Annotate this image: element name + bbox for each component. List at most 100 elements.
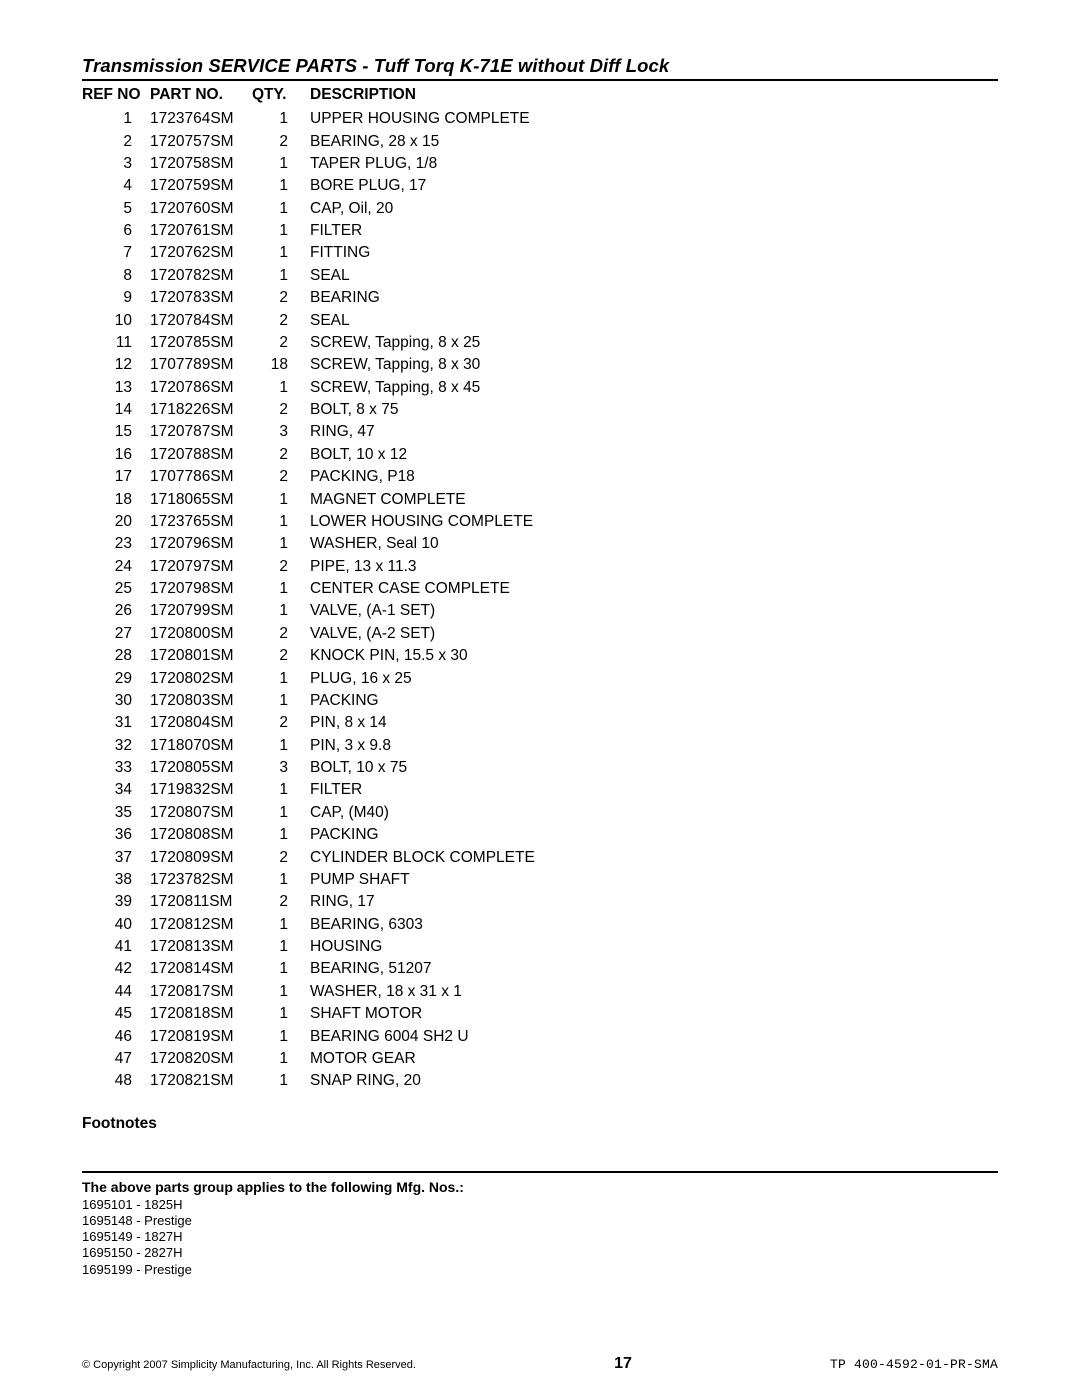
cell-ref: 13 [82, 377, 150, 399]
table-row: 421720814SM1BEARING, 51207 [82, 958, 998, 980]
cell-part: 1720801SM [150, 645, 252, 667]
cell-desc: BEARING, 6303 [310, 914, 998, 936]
cell-ref: 32 [82, 735, 150, 757]
cell-qty: 2 [252, 623, 310, 645]
cell-qty: 1 [252, 981, 310, 1003]
cell-ref: 7 [82, 242, 150, 264]
cell-qty: 2 [252, 287, 310, 309]
cell-qty: 1 [252, 377, 310, 399]
mfg-number-item: 1695150 - 2827H [82, 1245, 998, 1261]
cell-part: 1720785SM [150, 332, 252, 354]
cell-ref: 11 [82, 332, 150, 354]
cell-ref: 36 [82, 824, 150, 846]
cell-part: 1720760SM [150, 198, 252, 220]
cell-part: 1720805SM [150, 757, 252, 779]
cell-desc: PLUG, 16 x 25 [310, 667, 998, 689]
cell-qty: 1 [252, 108, 310, 130]
cell-ref: 39 [82, 891, 150, 913]
cell-desc: WASHER, Seal 10 [310, 533, 998, 555]
table-row: 281720801SM2KNOCK PIN, 15.5 x 30 [82, 645, 998, 667]
cell-ref: 16 [82, 444, 150, 466]
page-number: 17 [614, 1355, 632, 1373]
cell-qty: 2 [252, 712, 310, 734]
cell-qty: 1 [252, 958, 310, 980]
cell-part: 1720800SM [150, 623, 252, 645]
table-row: 151720787SM3RING, 47 [82, 421, 998, 443]
cell-qty: 1 [252, 511, 310, 533]
cell-desc: UPPER HOUSING COMPLETE [310, 108, 998, 130]
cell-ref: 23 [82, 533, 150, 555]
cell-qty: 1 [252, 1025, 310, 1047]
table-row: 201723765SM1LOWER HOUSING COMPLETE [82, 511, 998, 533]
document-number: TP 400-4592-01-PR-SMA [830, 1357, 998, 1372]
table-row: 31720758SM1TAPER PLUG, 1/8 [82, 153, 998, 175]
cell-desc: SEAL [310, 309, 998, 331]
cell-desc: CENTER CASE COMPLETE [310, 578, 998, 600]
table-row: 171707786SM2PACKING, P18 [82, 466, 998, 488]
cell-part: 1720804SM [150, 712, 252, 734]
table-row: 41720759SM1BORE PLUG, 17 [82, 175, 998, 197]
cell-part: 1720787SM [150, 421, 252, 443]
cell-desc: CAP, (M40) [310, 802, 998, 824]
table-row: 131720786SM1SCREW, Tapping, 8 x 45 [82, 377, 998, 399]
cell-desc: MAGNET COMPLETE [310, 488, 998, 510]
copyright-text: © Copyright 2007 Simplicity Manufacturin… [82, 1359, 416, 1371]
cell-desc: SCREW, Tapping, 8 x 45 [310, 377, 998, 399]
cell-part: 1723782SM [150, 869, 252, 891]
cell-qty: 18 [252, 354, 310, 376]
cell-desc: BOLT, 10 x 12 [310, 444, 998, 466]
cell-ref: 2 [82, 130, 150, 152]
table-row: 461720819SM1BEARING 6004 SH2 U [82, 1025, 998, 1047]
cell-ref: 9 [82, 287, 150, 309]
cell-qty: 1 [252, 198, 310, 220]
col-header-part: PART NO. [150, 84, 252, 108]
cell-ref: 47 [82, 1048, 150, 1070]
table-row: 411720813SM1HOUSING [82, 936, 998, 958]
cell-desc: FITTING [310, 242, 998, 264]
cell-ref: 10 [82, 309, 150, 331]
cell-part: 1720798SM [150, 578, 252, 600]
cell-qty: 1 [252, 488, 310, 510]
cell-desc: BOLT, 8 x 75 [310, 399, 998, 421]
cell-desc: FILTER [310, 220, 998, 242]
cell-part: 1720808SM [150, 824, 252, 846]
cell-qty: 1 [252, 735, 310, 757]
cell-desc: CAP, Oil, 20 [310, 198, 998, 220]
cell-desc: RING, 17 [310, 891, 998, 913]
cell-ref: 8 [82, 265, 150, 287]
divider [82, 1171, 998, 1173]
cell-desc: SCREW, Tapping, 8 x 30 [310, 354, 998, 376]
table-row: 361720808SM1PACKING [82, 824, 998, 846]
col-header-ref: REF NO [82, 84, 150, 108]
cell-part: 1720759SM [150, 175, 252, 197]
cell-ref: 12 [82, 354, 150, 376]
cell-desc: PACKING [310, 690, 998, 712]
cell-part: 1720812SM [150, 914, 252, 936]
cell-desc: SHAFT MOTOR [310, 1003, 998, 1025]
cell-desc: LOWER HOUSING COMPLETE [310, 511, 998, 533]
mfg-number-item: 1695101 - 1825H [82, 1197, 998, 1213]
cell-desc: HOUSING [310, 936, 998, 958]
cell-qty: 1 [252, 1070, 310, 1092]
cell-qty: 1 [252, 533, 310, 555]
cell-qty: 1 [252, 1003, 310, 1025]
cell-desc: SEAL [310, 265, 998, 287]
cell-qty: 1 [252, 802, 310, 824]
table-row: 271720800SM2VALVE, (A-2 SET) [82, 623, 998, 645]
cell-qty: 1 [252, 1048, 310, 1070]
table-row: 381723782SM1PUMP SHAFT [82, 869, 998, 891]
cell-qty: 2 [252, 130, 310, 152]
applies-heading: The above parts group applies to the fol… [82, 1179, 998, 1195]
cell-ref: 42 [82, 958, 150, 980]
cell-part: 1720818SM [150, 1003, 252, 1025]
table-row: 91720783SM2BEARING [82, 287, 998, 309]
cell-part: 1720809SM [150, 846, 252, 868]
cell-ref: 14 [82, 399, 150, 421]
cell-part: 1718070SM [150, 735, 252, 757]
cell-desc: MOTOR GEAR [310, 1048, 998, 1070]
cell-ref: 41 [82, 936, 150, 958]
cell-part: 1720783SM [150, 287, 252, 309]
cell-qty: 3 [252, 421, 310, 443]
cell-desc: SCREW, Tapping, 8 x 25 [310, 332, 998, 354]
cell-ref: 31 [82, 712, 150, 734]
